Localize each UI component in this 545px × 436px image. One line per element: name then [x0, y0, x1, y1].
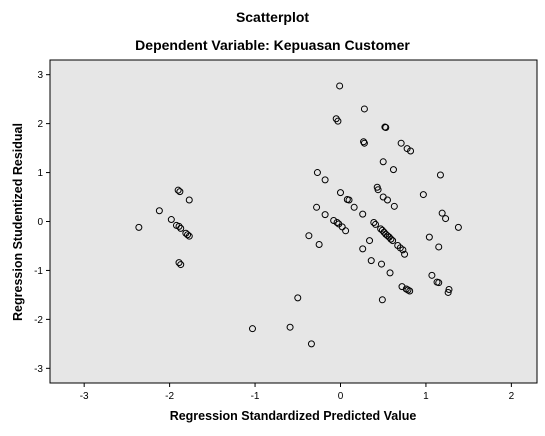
- scatter-point: [382, 124, 390, 132]
- x-tick-label: -3: [80, 391, 89, 402]
- plot-area: [49, 59, 538, 384]
- scatter-point: [435, 243, 443, 251]
- x-tick-label: 1: [423, 391, 429, 402]
- scatter-point: [286, 323, 294, 331]
- scatter-point: [334, 117, 342, 125]
- scatter-point: [155, 207, 163, 215]
- scatter-point: [366, 237, 374, 245]
- scatter-point: [350, 203, 358, 211]
- x-tick-label: -1: [251, 391, 260, 402]
- scatter-point: [360, 139, 368, 147]
- scatter-point: [438, 209, 446, 217]
- scatter-point: [185, 196, 193, 204]
- scatter-point: [379, 158, 387, 166]
- y-tick-label: -1: [34, 266, 43, 277]
- scatter-point: [176, 188, 184, 196]
- y-axis: 3 2 1 0 -1 -2 -3: [34, 70, 50, 375]
- scatter-point: [397, 139, 405, 147]
- scatter-point: [359, 210, 367, 218]
- scatter-point: [175, 259, 183, 267]
- scatter-point: [444, 288, 452, 296]
- scatter-point: [428, 271, 436, 279]
- scatter-point: [167, 216, 175, 224]
- scatter-point: [436, 171, 444, 179]
- scatter-point: [135, 223, 143, 231]
- scatter-point: [330, 217, 338, 225]
- scatter-point: [399, 246, 407, 254]
- scatter-point: [378, 296, 386, 304]
- y-tick-label: 3: [37, 70, 43, 81]
- scatter-points: [135, 82, 462, 348]
- scatter-point: [313, 203, 321, 211]
- scatter-point: [406, 287, 414, 295]
- y-tick-label: -2: [34, 315, 43, 326]
- scatter-point: [367, 257, 375, 265]
- scatter-point: [248, 325, 256, 333]
- scatter-point: [402, 285, 410, 293]
- scatter-point: [342, 227, 350, 235]
- x-axis-label: Regression Standardized Predicted Value: [170, 409, 417, 423]
- scatter-point: [338, 223, 346, 231]
- y-tick-label: 2: [37, 119, 43, 130]
- scatter-point: [383, 196, 391, 204]
- scatter-point: [174, 186, 182, 194]
- y-tick-label: 0: [37, 217, 43, 228]
- scatter-point: [305, 232, 313, 240]
- scatter-point: [435, 279, 443, 287]
- scatter-point: [313, 169, 321, 177]
- scatter-point: [389, 237, 397, 245]
- scatter-point: [404, 286, 412, 294]
- y-tick-label: -3: [34, 364, 43, 375]
- scatter-point: [336, 189, 344, 197]
- scatter-point: [360, 138, 368, 146]
- x-tick-label: 0: [338, 391, 344, 402]
- scatter-point: [359, 245, 367, 253]
- scatter-point: [387, 235, 395, 243]
- scatter-point: [345, 196, 353, 204]
- scatter-point: [315, 241, 323, 249]
- scatter-point: [370, 218, 378, 226]
- scatter-point: [454, 223, 462, 231]
- scatter-point: [321, 176, 329, 184]
- x-axis: -3 -2 -1 0 1 2: [80, 383, 515, 402]
- scatter-point: [386, 269, 394, 277]
- scatter-point: [307, 340, 315, 348]
- scatter-point: [389, 166, 397, 174]
- scatter-point: [442, 215, 450, 223]
- x-tick-label: -2: [165, 391, 174, 402]
- x-tick-label: 2: [509, 391, 515, 402]
- chart-title: Scatterplot: [235, 9, 310, 25]
- scatter-point: [294, 294, 302, 302]
- scatter-point: [177, 261, 185, 269]
- scatter-point: [360, 105, 368, 113]
- scatter-point: [372, 220, 380, 228]
- chart-subtitle: Dependent Variable: Kepuasan Customer: [135, 37, 410, 53]
- scatter-point: [175, 222, 183, 230]
- scatter-point: [378, 226, 386, 234]
- scatter-point: [407, 147, 415, 155]
- scatter-point: [401, 250, 409, 258]
- y-tick-label: 1: [37, 168, 43, 179]
- scatter-point: [177, 224, 185, 232]
- scatter-point: [445, 286, 453, 294]
- scatter-point: [336, 82, 344, 90]
- scatter-point: [184, 231, 192, 239]
- scatter-point: [390, 202, 398, 210]
- scatter-point: [185, 232, 193, 240]
- scatter-point: [374, 186, 382, 194]
- scatter-point: [425, 233, 433, 241]
- scatter-point: [321, 211, 329, 219]
- y-axis-label: Regression Studentized Residual: [11, 123, 25, 321]
- scatter-point: [333, 218, 341, 226]
- scatter-point: [419, 191, 427, 199]
- scatter-point: [378, 260, 386, 268]
